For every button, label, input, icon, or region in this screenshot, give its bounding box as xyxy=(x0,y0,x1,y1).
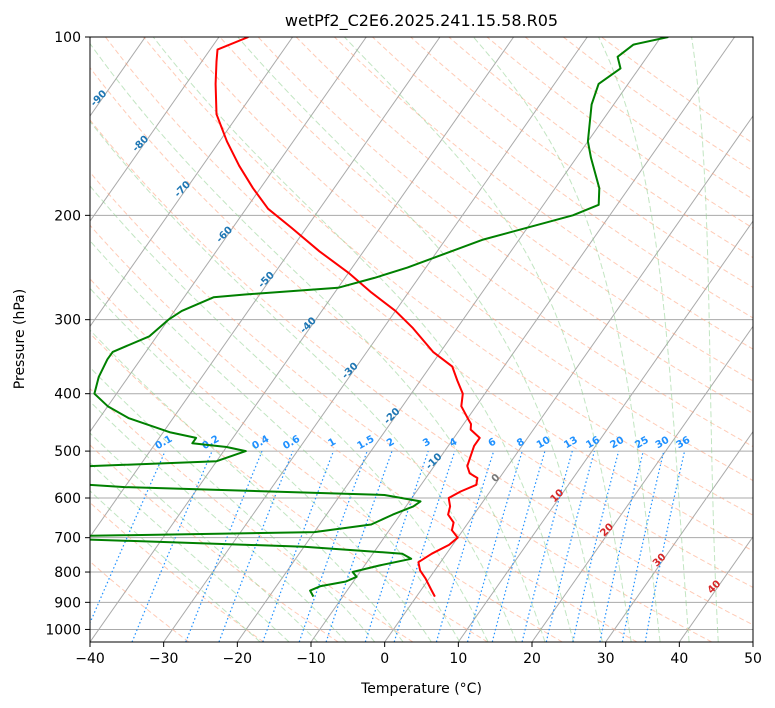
mixing-ratio-line xyxy=(325,450,393,642)
x-tick-label: 20 xyxy=(523,651,541,667)
y-tick-label: 400 xyxy=(54,387,81,403)
isotherm xyxy=(90,37,294,328)
dry-adiabat xyxy=(105,37,753,552)
dewpoint-profile xyxy=(90,37,669,598)
x-tick-label: −20 xyxy=(223,651,253,667)
isotherm xyxy=(163,37,588,642)
moist-adiabat xyxy=(344,37,632,642)
y-tick-label: 1000 xyxy=(45,622,81,638)
mixing-ratio-line xyxy=(393,450,456,642)
y-tick-label: 300 xyxy=(54,313,81,329)
temperature-profile xyxy=(214,37,481,598)
y-tick-label: 500 xyxy=(54,444,81,460)
dry-adiabat xyxy=(143,37,753,516)
mixing-ratio-line xyxy=(131,450,213,642)
y-axis-label: Pressure (hPa) xyxy=(12,289,28,389)
x-axis-label: Temperature (°C) xyxy=(360,681,482,697)
profile-lines xyxy=(90,37,669,598)
moist-adiabat xyxy=(598,37,690,642)
mixing-ratio-label: 3 xyxy=(421,436,433,449)
mixing-ratio-label: 8 xyxy=(515,436,527,449)
y-tick-label: 200 xyxy=(54,208,81,224)
mixing-ratio-line xyxy=(90,450,166,625)
y-tick-label: 600 xyxy=(54,491,81,507)
background-lines xyxy=(90,37,753,642)
moist-adiabat xyxy=(152,37,575,642)
mixing-ratio-line xyxy=(364,450,429,642)
axes: −40 −30 −20 −10 0 10 20 30 40 50 100 200 300 400 500 60… xyxy=(45,30,762,667)
moist-adiabat xyxy=(90,366,376,642)
mixing-ratio-line xyxy=(435,450,495,642)
moist-adiabat xyxy=(90,120,517,642)
plot-frame xyxy=(89,36,754,643)
mixing-ratio-label: 6 xyxy=(487,436,499,449)
y-tick-label: 700 xyxy=(54,531,81,547)
x-tick-label: −10 xyxy=(296,651,326,667)
moist-adiabat xyxy=(691,37,719,642)
x-tick-label: 30 xyxy=(597,651,615,667)
x-tick-label: 10 xyxy=(449,651,467,667)
mixing-ratio-line xyxy=(262,450,335,642)
isotherm xyxy=(384,115,753,642)
chart-title: wetPf2_C2E6.2025.241.15.58.R05 xyxy=(285,11,558,31)
mixing-ratio-label: 2 xyxy=(385,436,397,449)
moist-adiabat xyxy=(90,400,347,642)
isotherm xyxy=(90,37,441,538)
isotherm xyxy=(457,220,753,642)
dry-adiabat xyxy=(90,387,414,642)
isotherm xyxy=(678,535,753,642)
dry-adiabat xyxy=(90,119,753,626)
mixing-ratio-line xyxy=(185,450,263,642)
mixing-ratio-label: 1 xyxy=(326,436,338,449)
mixing-ratio-line xyxy=(521,450,573,642)
y-tick-label: 800 xyxy=(54,565,81,581)
dry-adiabat xyxy=(90,66,753,588)
mixing-ratio-label: 4 xyxy=(448,436,460,449)
moist-adiabat xyxy=(90,240,461,642)
dry-adiabat xyxy=(334,37,753,350)
dry-adiabat xyxy=(90,560,190,642)
mixing-ratio-line xyxy=(599,450,644,642)
dry-adiabat xyxy=(90,278,563,642)
x-tick-label: 0 xyxy=(380,651,389,667)
isotherm xyxy=(90,37,367,433)
y-tick-label: 900 xyxy=(54,595,81,611)
mixing-ratio-line xyxy=(572,450,620,642)
x-tick-label: −30 xyxy=(149,651,179,667)
dry-adiabat xyxy=(90,171,712,642)
y-tick-label: 100 xyxy=(54,30,81,46)
mixing-ratio-line xyxy=(466,450,523,642)
dry-adiabat xyxy=(372,37,753,319)
isotherm xyxy=(236,37,662,642)
isotherm xyxy=(605,430,753,642)
dry-adiabat xyxy=(181,37,753,482)
moist-adiabat xyxy=(90,185,489,642)
dry-adiabat xyxy=(219,37,753,448)
dry-adiabat xyxy=(295,37,753,382)
moist-adiabat xyxy=(90,490,261,642)
x-tick-label: 50 xyxy=(744,651,762,667)
x-tick-label: 40 xyxy=(670,651,688,667)
moist-adiabat xyxy=(473,37,661,642)
mixing-ratio-line xyxy=(491,450,546,642)
isotherm xyxy=(90,37,220,223)
x-tick-label: −40 xyxy=(75,651,105,667)
mixing-ratio-line xyxy=(218,450,294,642)
isotherm xyxy=(531,325,753,642)
moist-adiabat xyxy=(237,37,603,642)
mixing-ratio-line xyxy=(545,450,595,642)
isotherm xyxy=(310,37,736,642)
dry-adiabat xyxy=(90,332,488,642)
